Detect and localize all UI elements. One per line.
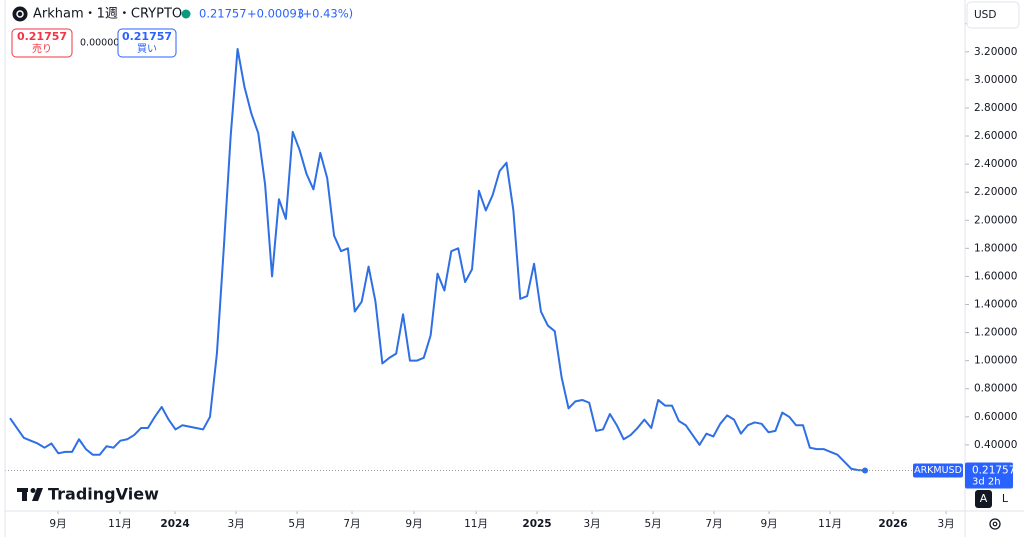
y-tick-label: 3.20000 — [974, 46, 1017, 58]
y-tick-label: 0.60000 — [974, 411, 1017, 423]
buy-label: 買い — [137, 43, 157, 55]
plot-area: 0.40000 0.60000 0.80000 1.00000 1.20000 1.400… — [5, 18, 1017, 530]
symbol-label: ARKMUSD — [914, 465, 962, 476]
y-tick-label: 2.80000 — [974, 102, 1017, 114]
x-tick-label: 9月 — [760, 518, 777, 530]
logo-shape — [22, 488, 27, 501]
market-status[interactable] — [181, 9, 191, 19]
last-price-label: 0.21757 — [972, 464, 1015, 476]
log-scale-label[interactable]: L — [1002, 492, 1009, 505]
sell-price: 0.21757 — [17, 30, 67, 43]
tradingview-logo: TradingView — [17, 485, 159, 504]
x-tick-label: 11月 — [108, 518, 132, 530]
x-tick-label: 9月 — [49, 518, 66, 530]
y-tick-label: 1.40000 — [974, 298, 1017, 310]
currency: USD — [974, 9, 996, 21]
symbol-badge — [913, 463, 963, 478]
settings-icon-center — [992, 521, 998, 527]
y-tick-label: 2.40000 — [974, 158, 1017, 170]
auto-scale-label: A — [980, 492, 988, 505]
y-tick-label: 1.20000 — [974, 327, 1017, 339]
logo-shape — [32, 488, 43, 501]
sell-label: 売り — [32, 42, 52, 55]
y-tick-label: 0.40000 — [974, 439, 1017, 451]
buy-button[interactable] — [117, 28, 177, 58]
x-tick-label: 11月 — [464, 518, 488, 530]
y-tick-label: 1.80000 — [974, 242, 1017, 254]
y-tick-label: 1.60000 — [974, 270, 1017, 282]
symbol-icon-mark — [16, 10, 24, 18]
last-price-dot — [862, 467, 869, 474]
y-tick-label: 2.60000 — [974, 130, 1017, 142]
auto-scale-button[interactable] — [975, 490, 992, 508]
x-tick-label: 11月 — [818, 518, 842, 530]
x-tick-label: 5月 — [644, 518, 661, 530]
currency-button[interactable] — [966, 1, 1020, 29]
sell-button[interactable] — [11, 28, 73, 58]
x-tick-label: 9月 — [405, 518, 422, 530]
y-tick-label: 1.00000 — [974, 355, 1017, 367]
y-tick-label: 0.80000 — [974, 383, 1017, 395]
x-tick-label: 7月 — [705, 518, 722, 530]
x-tick-label: 2025 — [522, 518, 551, 530]
symbol-icon[interactable] — [12, 6, 28, 22]
y-tick-label: 2.20000 — [974, 186, 1017, 198]
x-tick-label: 3月 — [937, 518, 954, 530]
buy-price: 0.21757 — [122, 30, 172, 43]
chart-title: Arkham・1週・CRYPTO — [33, 7, 182, 22]
last-price: 0.21757 — [199, 7, 247, 21]
settings-icon[interactable] — [989, 518, 1001, 530]
x-tick-label: 7月 — [343, 518, 360, 530]
x-tick-label: 3月 — [227, 518, 244, 530]
bar-countdown: 3d 2h — [972, 476, 1001, 487]
price-line — [9, 47, 866, 472]
spread: 0.00000 — [80, 38, 119, 49]
brand-name: TradingView — [48, 485, 159, 504]
y-tick-label: 3.00000 — [974, 74, 1017, 86]
price-change: +0.00093 — [247, 7, 304, 21]
price-change-percent: (+0.43%) — [298, 7, 353, 21]
last-price-badge — [965, 462, 1013, 489]
x-tick-label: 3月 — [583, 518, 600, 530]
x-tick-label: 5月 — [288, 518, 305, 530]
y-tick-label: 2.00000 — [974, 214, 1017, 226]
logo-shape — [30, 488, 36, 493]
x-tick-label: 2026 — [878, 518, 907, 530]
x-tick-label: 2024 — [160, 518, 189, 530]
